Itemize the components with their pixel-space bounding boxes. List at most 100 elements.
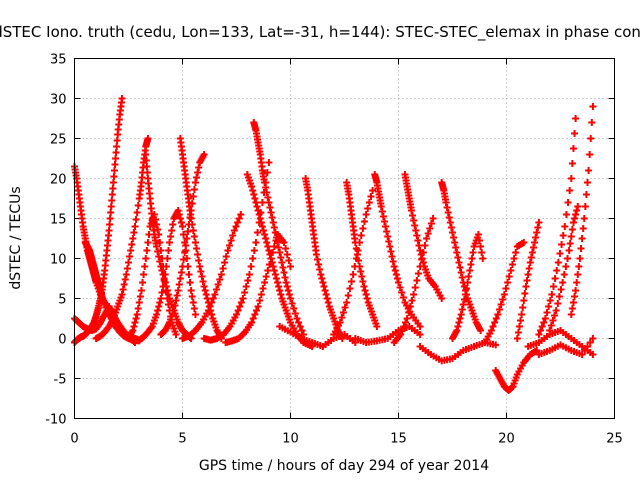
y-tick-label: 20: [50, 173, 67, 188]
data-point-marker: [166, 239, 174, 246]
data-point-marker: [191, 239, 199, 246]
data-point-marker: [587, 135, 595, 142]
data-point-marker: [190, 233, 198, 240]
data-point-marker: [219, 265, 227, 272]
data-point-marker: [200, 283, 208, 290]
data-point-marker: [362, 291, 370, 298]
data-point-marker: [403, 315, 411, 322]
data-point-marker: [254, 303, 262, 310]
data-point-marker: [578, 351, 586, 358]
data-point-marker: [217, 271, 225, 278]
data-point-marker: [452, 244, 460, 251]
data-point-marker: [137, 287, 145, 294]
data-point-marker: [247, 263, 255, 270]
data-point-marker: [266, 204, 274, 211]
data-point-marker: [514, 329, 522, 336]
data-point-marker: [263, 189, 271, 196]
data-point-marker: [123, 265, 131, 272]
data-point-marker: [551, 312, 559, 319]
data-point-marker: [571, 293, 579, 300]
data-point-marker: [393, 275, 401, 282]
data-point-marker: [418, 256, 426, 263]
data-point-marker: [527, 254, 535, 261]
x-tick-label: 0: [70, 432, 78, 447]
data-point-marker: [251, 195, 259, 202]
data-point-marker: [265, 159, 273, 166]
data-point-marker: [201, 287, 209, 294]
data-point-marker: [270, 243, 278, 250]
data-point-marker: [189, 193, 197, 200]
data-point-marker: [196, 263, 204, 270]
data-point-marker: [145, 231, 153, 238]
data-point-marker: [387, 248, 395, 255]
data-point-marker: [549, 283, 557, 290]
data-point-marker: [160, 277, 168, 284]
data-point-marker: [519, 304, 527, 311]
data-series-34: [535, 335, 597, 358]
data-point-marker: [468, 255, 476, 262]
data-point-marker: [254, 229, 262, 236]
data-point-marker: [112, 149, 120, 156]
x-tick-label: 5: [178, 432, 186, 447]
data-point-marker: [581, 347, 589, 354]
data-point-marker: [564, 199, 572, 206]
data-series-15: [222, 231, 294, 346]
x-tick-label: 10: [282, 432, 299, 447]
data-series-33: [567, 103, 597, 318]
x-axis-ticks: 0 5 10 15 20 25: [70, 58, 623, 447]
data-point-marker: [264, 267, 272, 274]
data-point-marker: [131, 223, 139, 230]
data-point-marker: [386, 243, 394, 250]
data-point-marker: [199, 278, 207, 285]
data-point-marker: [538, 323, 546, 330]
data-point-marker: [277, 291, 285, 298]
data-point-marker: [262, 184, 270, 191]
data-point-marker: [492, 315, 500, 322]
data-point-marker: [382, 223, 390, 230]
data-series-11: [179, 211, 245, 342]
data-point-marker: [312, 251, 320, 258]
data-point-marker: [535, 331, 543, 338]
data-point-marker: [319, 279, 327, 286]
data-point-marker: [142, 157, 150, 164]
data-point-marker: [208, 299, 216, 306]
data-point-marker: [132, 315, 140, 322]
data-point-marker: [142, 151, 150, 158]
data-point-marker: [507, 267, 515, 274]
data-point-marker: [456, 264, 464, 271]
data-point-marker: [443, 204, 451, 211]
data-point-marker: [132, 216, 140, 223]
data-series-29: [513, 219, 543, 342]
data-point-marker: [442, 199, 450, 206]
data-point-marker: [174, 207, 182, 214]
data-point-marker: [410, 217, 418, 224]
data-point-marker: [405, 309, 413, 316]
data-point-marker: [154, 307, 162, 314]
data-point-marker: [459, 301, 467, 308]
data-point-marker: [139, 279, 147, 286]
data-point-marker: [155, 303, 163, 310]
data-point-marker: [171, 302, 179, 309]
data-point-marker: [200, 151, 208, 158]
data-point-marker: [163, 295, 171, 302]
data-point-marker: [553, 267, 561, 274]
data-point-marker: [410, 291, 418, 298]
data-point-marker: [264, 243, 272, 250]
data-point-marker: [156, 239, 164, 246]
data-point-marker: [164, 291, 172, 298]
data-point-marker: [172, 297, 180, 304]
data-point-marker: [586, 151, 594, 158]
data-point-marker: [467, 261, 475, 268]
data-point-marker: [564, 255, 572, 262]
data-point-marker: [537, 327, 545, 334]
data-point-marker: [162, 287, 170, 294]
data-point-marker: [349, 271, 357, 278]
data-point-marker: [582, 191, 590, 198]
data-point-marker: [242, 283, 250, 290]
data-point-marker: [491, 319, 499, 326]
data-point-marker: [407, 207, 415, 214]
data-point-marker: [499, 296, 507, 303]
data-point-marker: [567, 311, 575, 318]
data-point-marker: [179, 263, 186, 270]
